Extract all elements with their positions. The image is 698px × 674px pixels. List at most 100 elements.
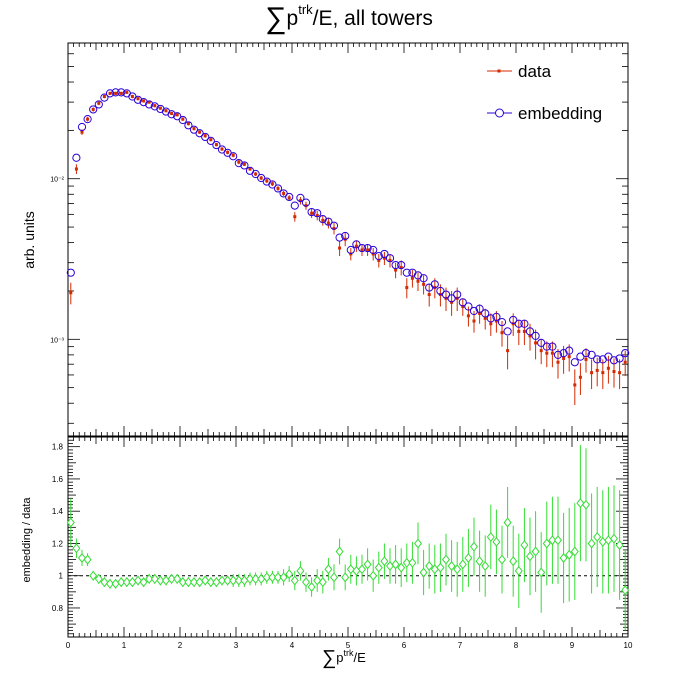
embedding-point xyxy=(145,100,154,109)
data-point xyxy=(394,268,398,272)
ratio-point xyxy=(89,570,98,581)
embedding-point xyxy=(391,260,400,270)
embedding-point xyxy=(469,306,479,316)
ratio-point xyxy=(553,535,563,546)
ratio-point xyxy=(223,575,232,586)
legend-embedding-marker xyxy=(495,108,504,118)
data-point xyxy=(377,258,381,262)
ratio-point xyxy=(173,573,182,584)
ratio-point xyxy=(156,575,165,586)
data-point xyxy=(231,153,235,157)
data-point xyxy=(545,351,549,355)
data-point xyxy=(276,186,280,190)
data-point xyxy=(142,99,146,103)
embedding-point xyxy=(229,152,238,161)
data-point xyxy=(461,305,465,309)
data-point xyxy=(332,226,336,230)
embedding-point xyxy=(497,317,507,327)
embedding-point xyxy=(453,290,462,299)
legend-data-label: data xyxy=(518,62,552,81)
data-point xyxy=(130,95,134,99)
embedding-point xyxy=(335,233,344,242)
embedding-point xyxy=(604,352,613,361)
data-point xyxy=(528,334,532,338)
data-point xyxy=(226,150,230,154)
ratio-point xyxy=(481,561,490,572)
data-point xyxy=(584,357,588,361)
embedding-point xyxy=(72,153,81,162)
legend-data-marker xyxy=(497,69,501,73)
data-point xyxy=(472,319,476,323)
ratio-point xyxy=(497,554,507,565)
embedding-point xyxy=(111,88,120,97)
ratio-point xyxy=(531,546,540,557)
ratio-point xyxy=(492,536,501,547)
embedding-point xyxy=(609,356,619,365)
embedding-point xyxy=(173,112,182,121)
data-point xyxy=(147,100,151,104)
top-panel: 10⁻² 10⁻³ xyxy=(50,42,630,437)
ratio-point xyxy=(212,577,221,588)
embedding-point xyxy=(83,115,92,124)
data-point xyxy=(500,331,504,335)
data-point xyxy=(270,182,274,186)
ratio-point xyxy=(105,578,115,589)
data-point xyxy=(242,162,246,166)
embedding-point xyxy=(581,349,591,358)
ratio-point xyxy=(548,535,557,546)
data-point xyxy=(562,356,566,360)
data-point xyxy=(74,167,78,171)
data-point xyxy=(338,246,342,250)
ratio-point xyxy=(565,549,574,560)
ratio-point xyxy=(346,564,355,575)
top-y-tick-label: 10⁻³ xyxy=(50,337,64,344)
data-point xyxy=(321,218,325,222)
data-point xyxy=(494,319,498,323)
ratio-point xyxy=(195,577,204,588)
ratio-point xyxy=(324,564,333,575)
ratio-point xyxy=(335,546,344,557)
data-point xyxy=(119,91,123,95)
embedding-point xyxy=(318,215,327,224)
embedding-point xyxy=(492,312,501,321)
data-point xyxy=(310,211,314,215)
ratio-point xyxy=(117,577,126,588)
x-axis-title: ∑ptrk/E xyxy=(322,647,366,670)
ratio-point xyxy=(77,552,87,563)
data-point xyxy=(304,204,308,208)
chart-title: ∑ptrk/E, all towers xyxy=(0,2,698,36)
ratio-point xyxy=(413,538,423,549)
data-point xyxy=(427,293,431,297)
data-point xyxy=(556,360,560,364)
title-main: p xyxy=(286,7,299,30)
ratio-point xyxy=(313,575,322,586)
embedding-point xyxy=(621,349,630,358)
ratio-point xyxy=(587,538,596,549)
embedding-point xyxy=(587,350,596,359)
data-point xyxy=(102,95,106,99)
embedding-point xyxy=(615,354,624,363)
ratio-point xyxy=(357,564,367,575)
data-point xyxy=(506,349,510,353)
ratio-point xyxy=(167,573,176,584)
data-point xyxy=(214,143,218,147)
data-point xyxy=(293,215,297,219)
embedding-point xyxy=(346,245,355,255)
ratio-point xyxy=(374,562,383,573)
embedding-point xyxy=(117,88,126,97)
ratio-point xyxy=(525,551,535,562)
data-point xyxy=(170,111,174,115)
ratio-point xyxy=(609,533,619,544)
embedding-point xyxy=(273,184,283,193)
embedding-point xyxy=(341,231,350,241)
legend-embedding-label: embedding xyxy=(518,104,602,123)
bottom-y-tick-label: 1.8 xyxy=(52,443,64,452)
ratio-point xyxy=(139,577,148,588)
x-title-sum-symbol: ∑ xyxy=(322,647,337,669)
data-point xyxy=(298,199,302,203)
bottom-frame xyxy=(67,436,629,638)
embedding-point xyxy=(548,342,557,351)
data-point xyxy=(192,127,196,131)
ratio-point xyxy=(290,575,299,586)
